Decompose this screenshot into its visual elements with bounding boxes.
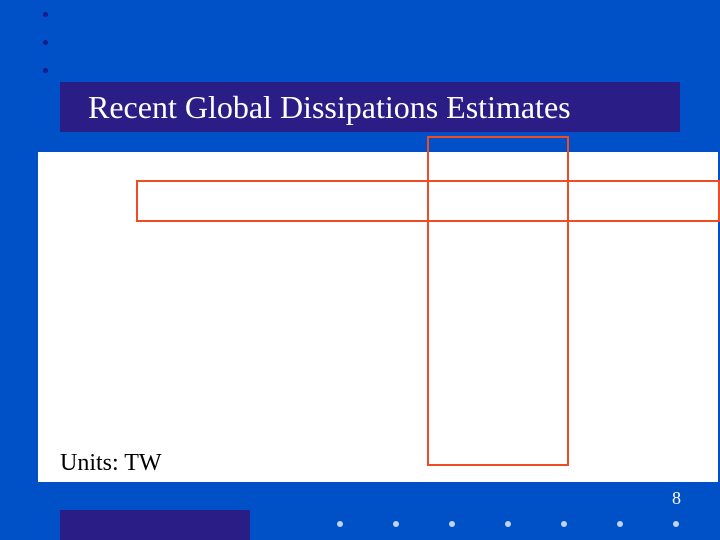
decor-dot-top-1 [43,40,48,45]
footer-block [60,510,250,540]
decor-dot-bottom-2 [449,521,455,527]
decor-dot-bottom-6 [673,521,679,527]
decor-dot-bottom-4 [561,521,567,527]
decor-dot-bottom-3 [505,521,511,527]
slide: Recent Global Dissipations Estimates Uni… [0,0,720,540]
page-number: 8 [672,488,681,509]
units-label: Units: TW [60,450,162,477]
decor-dot-bottom-5 [617,521,623,527]
decor-dot-bottom-1 [393,521,399,527]
slide-title: Recent Global Dissipations Estimates [88,89,571,126]
title-bar: Recent Global Dissipations Estimates [60,82,680,132]
highlight-box-horizontal [136,180,720,222]
decor-dot-bottom-0 [337,521,343,527]
decor-dot-top-0 [43,12,48,17]
decor-dot-top-2 [43,68,48,73]
